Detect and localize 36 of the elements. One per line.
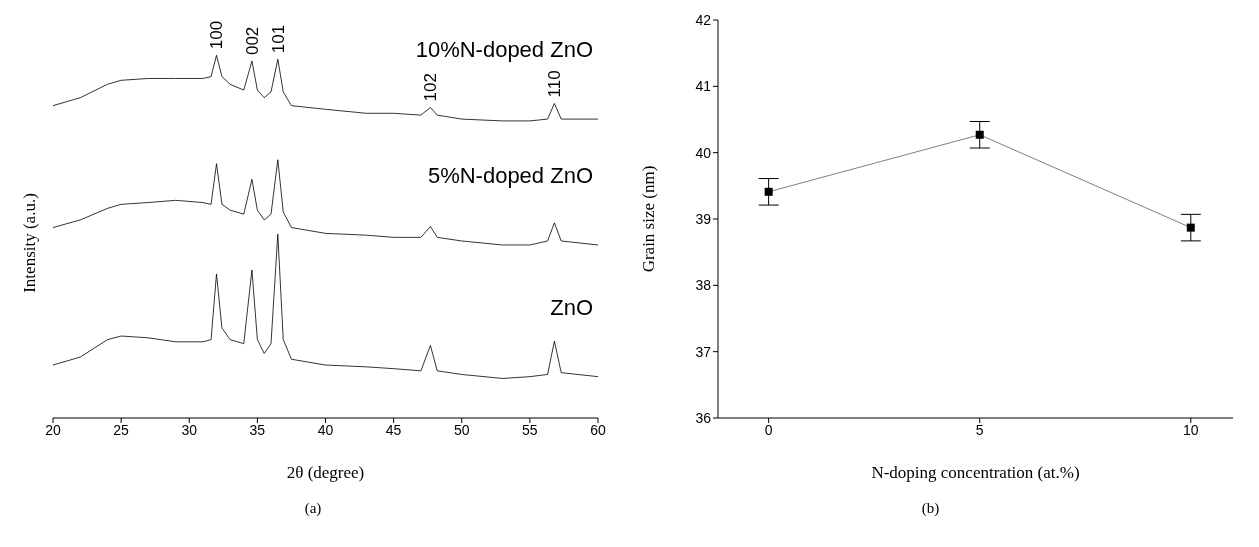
- x-tick-label: 25: [113, 421, 130, 438]
- x-tick-label: 30: [181, 421, 198, 438]
- y-tick-label: 37: [695, 343, 712, 360]
- x-tick-label: 0: [764, 421, 773, 438]
- point: [764, 187, 773, 196]
- annotation: 101: [268, 24, 288, 54]
- y-tick-label: 36: [695, 409, 712, 426]
- y-axis-title: Grain size (nm): [639, 165, 659, 273]
- point: [975, 130, 984, 139]
- x-axis-title: 2θ (degree): [286, 463, 365, 482]
- y-axis-title: Intensity (a.u.): [20, 193, 39, 293]
- x-tick-label: 35: [249, 421, 266, 438]
- x-tick-label: 45: [385, 421, 402, 438]
- annotation: 102: [421, 73, 441, 102]
- annotation: 110: [545, 70, 565, 98]
- x-tick-label: 40: [317, 421, 334, 438]
- x-tick-label: 55: [522, 421, 538, 438]
- y-tick-label: 41: [695, 78, 712, 95]
- x-axis-title: N-doping concentration (at.%): [871, 463, 1080, 482]
- annotation: 002: [242, 26, 262, 56]
- y-tick-label: 39: [695, 210, 712, 227]
- x-tick-label: 10: [1183, 421, 1199, 438]
- text: (b): [920, 500, 941, 517]
- x-tick-label: 20: [45, 421, 61, 438]
- text: 10%N-doped ZnO: [415, 37, 593, 63]
- y-tick-label: 42: [695, 11, 712, 28]
- y-tick-label: 40: [695, 144, 712, 161]
- annotation: 100: [207, 20, 227, 50]
- text: (a): [303, 500, 323, 517]
- series-label: 5%N-doped ZnO: [427, 162, 593, 188]
- x-tick-label: 5: [975, 421, 984, 438]
- x-tick-label: 60: [590, 421, 606, 438]
- point: [1186, 223, 1195, 232]
- x-tick-label: 50: [453, 421, 470, 438]
- series-label: ZnO: [550, 294, 593, 320]
- y-tick-label: 38: [695, 277, 712, 294]
